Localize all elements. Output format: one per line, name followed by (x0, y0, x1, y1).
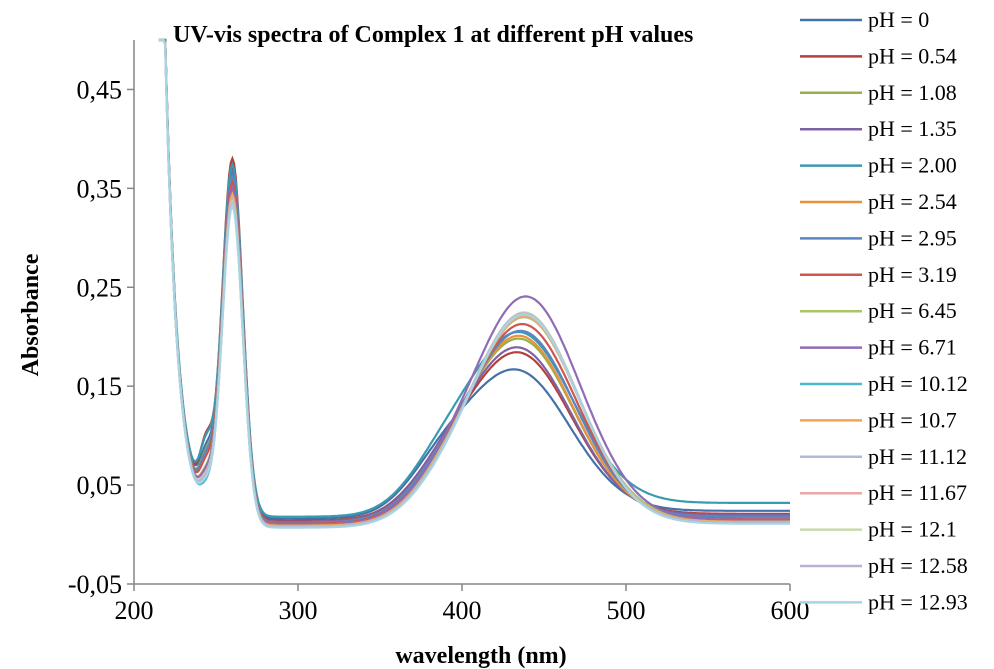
legend-label: pH = 12.1 (868, 517, 957, 542)
series-line-4 (158, 38, 790, 518)
legend-label: pH = 2.95 (868, 225, 957, 250)
x-tick-label: 300 (279, 596, 318, 625)
x-tick-label: 200 (115, 596, 154, 625)
series-line-0 (158, 38, 790, 520)
legend-label: pH = 10.7 (868, 407, 957, 432)
series-line-9 (158, 38, 790, 526)
series-line-10 (158, 38, 790, 528)
series-line-8 (158, 38, 790, 526)
x-tick-label: 600 (771, 596, 810, 625)
x-tick-label: 500 (607, 596, 646, 625)
series-line-2 (158, 38, 790, 523)
chart-title: UV-vis spectra of Complex 1 at different… (173, 22, 693, 48)
series-line-11 (158, 38, 790, 527)
legend-label: pH = 12.93 (868, 589, 968, 614)
y-tick-label: 0,05 (77, 471, 123, 500)
series-line-15 (158, 38, 790, 528)
series-line-5 (158, 38, 790, 524)
series-line-3 (158, 38, 790, 523)
x-axis-title: wavelength (nm) (395, 643, 566, 669)
series-lines (158, 38, 790, 529)
legend: pH = 0 pH = 0.54 pH = 1.08 pH = 1.35 pH = 2.… (800, 7, 968, 614)
series-line-13 (158, 38, 790, 528)
y-tick-label: 0,45 (77, 75, 123, 104)
series-line-1 (158, 38, 790, 522)
y-axis-title: Absorbance (18, 253, 44, 376)
legend-label: pH = 1.08 (868, 80, 957, 105)
y-tick-label: -0,05 (68, 570, 122, 599)
legend-label: pH = 6.71 (868, 335, 957, 360)
series-line-12 (158, 38, 790, 528)
legend-label: pH = 1.35 (868, 116, 957, 141)
legend-label: pH = 3.19 (868, 262, 957, 287)
legend-label: pH = 2.54 (868, 189, 957, 214)
series-line-6 (158, 38, 790, 524)
series-line-16 (158, 38, 790, 529)
x-tick-label: 400 (443, 596, 482, 625)
legend-label: pH = 2.00 (868, 153, 957, 178)
legend-label: pH = 11.67 (868, 480, 967, 505)
legend-label: pH = 10.12 (868, 371, 968, 396)
y-tick-label: 0,25 (77, 273, 123, 302)
series-line-7 (158, 38, 790, 525)
legend-label: pH = 0 (868, 7, 929, 32)
y-tick-label: 0,35 (77, 174, 123, 203)
legend-label: pH = 6.45 (868, 298, 957, 323)
series-line-14 (158, 38, 790, 528)
legend-label: pH = 12.58 (868, 553, 968, 578)
y-tick-label: 0,15 (77, 372, 123, 401)
legend-label: pH = 0.54 (868, 43, 957, 68)
legend-label: pH = 11.12 (868, 444, 967, 469)
axis-ticks: -0,05 0,05 0,15 0,25 0,35 0,45 200 300 400 500 600 (68, 75, 810, 625)
